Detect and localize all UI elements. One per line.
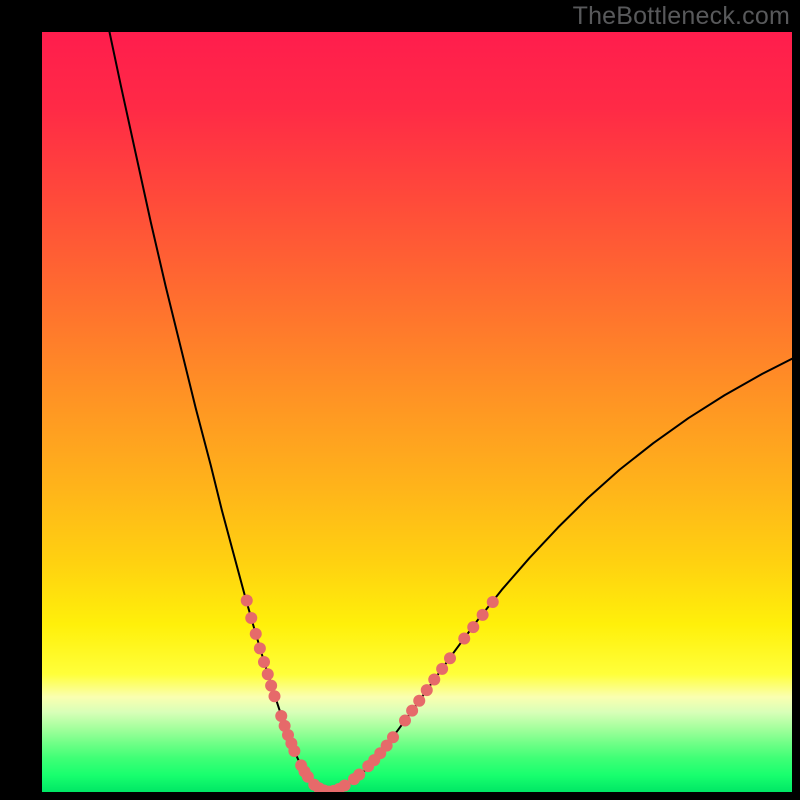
highlight-dot: [458, 632, 470, 644]
highlight-dot: [258, 656, 270, 668]
highlight-dot: [265, 680, 277, 692]
highlight-dot: [413, 695, 425, 707]
bottleneck-chart: [42, 32, 792, 792]
highlight-dot: [241, 594, 253, 606]
highlight-dot: [288, 745, 300, 757]
highlight-dot: [436, 663, 448, 675]
highlight-dot: [477, 609, 489, 621]
highlight-dot: [487, 596, 499, 608]
watermark-text: TheBottleneck.com: [573, 2, 790, 31]
highlight-dot: [387, 731, 399, 743]
highlight-dot: [353, 769, 365, 781]
highlight-dot: [444, 652, 456, 664]
stage: TheBottleneck.com: [0, 0, 800, 800]
highlight-dot: [269, 690, 281, 702]
highlight-dot: [406, 705, 418, 717]
highlight-dot: [399, 715, 411, 727]
highlight-dot: [245, 612, 257, 624]
highlight-dot: [421, 684, 433, 696]
highlight-dot: [250, 628, 262, 640]
highlight-dot: [428, 674, 440, 686]
gradient-background: [42, 32, 792, 792]
highlight-dot: [254, 642, 266, 654]
highlight-dot: [467, 621, 479, 633]
highlight-dot: [262, 668, 274, 680]
